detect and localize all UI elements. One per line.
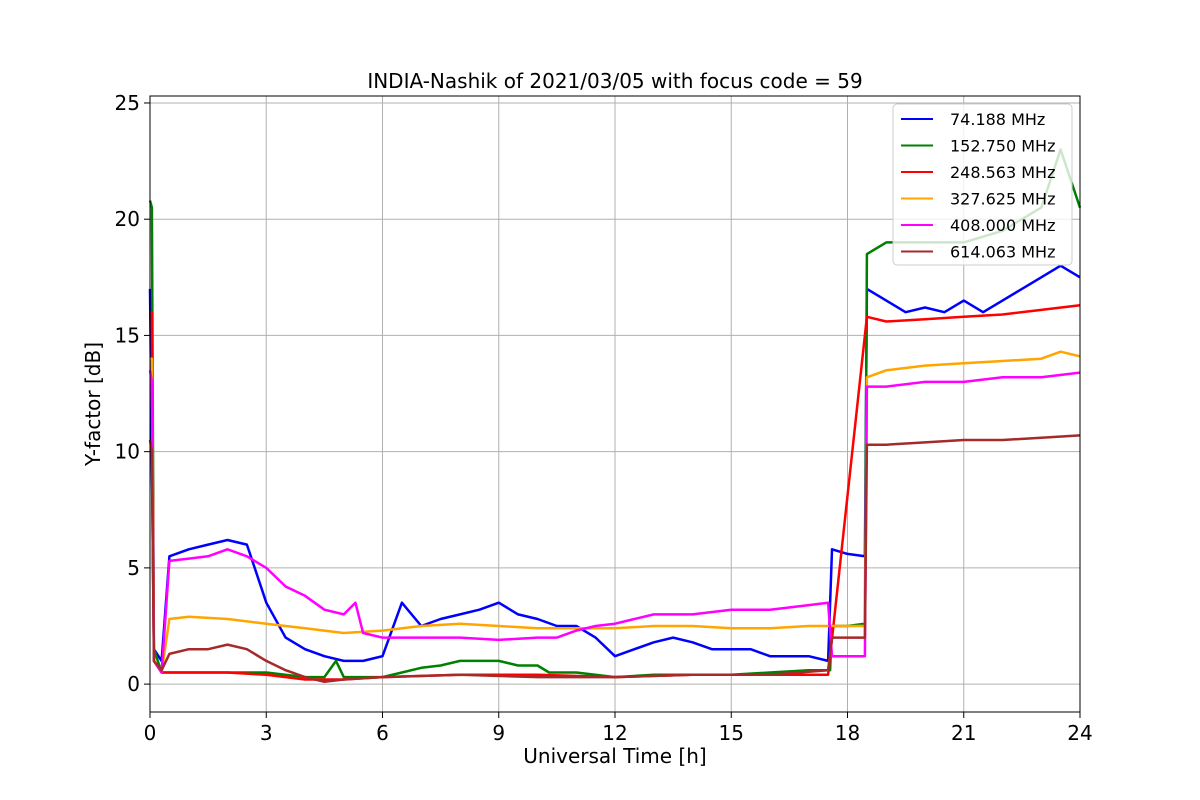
y-tick-label: 25 <box>115 91 140 115</box>
x-tick-label: 21 <box>951 721 976 745</box>
legend-label: 327.625 MHz <box>950 190 1055 209</box>
y-tick-label: 5 <box>127 556 140 580</box>
x-axis-title: Universal Time [h] <box>523 744 706 768</box>
y-tick-label: 10 <box>115 440 140 464</box>
y-tick-label: 0 <box>127 672 140 696</box>
y-tick-label: 15 <box>115 323 140 347</box>
legend-label: 248.563 MHz <box>950 163 1055 182</box>
legend-label: 74.188 MHz <box>950 110 1045 129</box>
x-tick-label: 18 <box>835 721 860 745</box>
x-tick-label: 24 <box>1067 721 1092 745</box>
x-tick-label: 6 <box>376 721 389 745</box>
y-axis-title: Y-factor [dB] <box>81 342 105 467</box>
y-tick-label: 20 <box>115 207 140 231</box>
legend-label: 408.000 MHz <box>950 216 1055 235</box>
x-tick-label: 15 <box>719 721 744 745</box>
series-group <box>148 148 1082 684</box>
x-tick-label: 12 <box>602 721 627 745</box>
series-line-1 <box>148 148 1082 679</box>
x-tick-label: 9 <box>492 721 505 745</box>
series-line-3 <box>150 350 1081 674</box>
series-line-5 <box>148 434 1081 684</box>
legend-label: 614.063 MHz <box>950 243 1055 262</box>
legend-box <box>892 103 1073 266</box>
x-tick-label: 0 <box>144 721 157 745</box>
legend: 74.188 MHz 152.750 MHz 248.563 MHz 327.625 … <box>892 103 1073 266</box>
axis-ticks: 0 3 6 9 12 15 18 21 24 0 5 10 15 20 25 <box>115 91 1093 745</box>
x-tick-label: 3 <box>260 721 273 745</box>
legend-label: 152.750 MHz <box>950 137 1055 156</box>
chart-title: INDIA-Nashik of 2021/03/05 with focus co… <box>367 69 862 93</box>
